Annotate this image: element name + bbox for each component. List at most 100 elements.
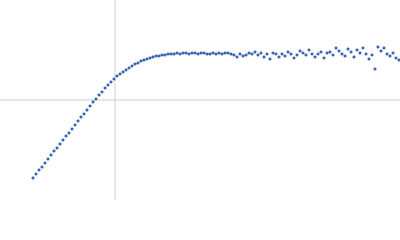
- data-point: [160, 53, 164, 57]
- data-point: [364, 52, 368, 56]
- data-point: [226, 51, 230, 55]
- data-point: [106, 83, 110, 87]
- data-point: [235, 55, 239, 59]
- data-point: [262, 55, 266, 59]
- data-point: [316, 52, 320, 56]
- data-point: [163, 53, 167, 57]
- data-point: [70, 127, 74, 131]
- data-point: [73, 123, 77, 127]
- data-point: [313, 55, 317, 59]
- data-point: [37, 168, 41, 172]
- data-point: [88, 104, 92, 108]
- data-point: [268, 57, 272, 61]
- data-point: [52, 149, 56, 153]
- data-point: [280, 52, 284, 56]
- data-point: [241, 54, 245, 58]
- data-point: [175, 51, 179, 55]
- data-point: [247, 51, 251, 55]
- data-point: [232, 53, 236, 57]
- data-point: [223, 51, 227, 55]
- data-point: [91, 100, 95, 104]
- data-point: [196, 52, 200, 56]
- chart: [0, 0, 400, 200]
- data-point: [292, 56, 296, 60]
- data-point: [394, 56, 398, 60]
- data-point: [352, 55, 356, 59]
- data-point: [112, 77, 116, 81]
- data-point: [298, 49, 302, 53]
- data-point: [256, 53, 260, 57]
- data-point: [121, 70, 125, 74]
- data-point: [310, 52, 314, 56]
- data-point: [136, 61, 140, 65]
- data-point: [379, 49, 383, 53]
- data-point: [220, 52, 224, 56]
- data-point: [301, 51, 305, 55]
- data-point: [130, 64, 134, 68]
- data-point: [343, 54, 347, 58]
- data-point: [250, 52, 254, 56]
- data-point: [238, 52, 242, 56]
- data-point: [118, 72, 122, 76]
- data-point: [271, 51, 275, 55]
- data-point: [49, 153, 53, 157]
- data-point: [259, 51, 263, 55]
- data-point: [382, 46, 386, 50]
- data-point: [34, 172, 38, 176]
- data-point: [253, 50, 257, 54]
- data-point: [295, 53, 299, 57]
- data-point: [202, 51, 206, 55]
- data-point: [337, 49, 341, 53]
- data-point: [115, 74, 119, 78]
- data-point: [190, 51, 194, 55]
- data-point: [355, 48, 359, 52]
- data-point: [286, 50, 290, 54]
- data-point: [193, 51, 197, 55]
- data-point: [43, 161, 47, 165]
- data-point: [76, 119, 80, 123]
- data-point: [109, 80, 113, 84]
- data-point: [178, 52, 182, 56]
- data-point: [208, 52, 212, 56]
- data-point: [40, 165, 44, 169]
- data-point: [340, 52, 344, 56]
- data-point: [82, 112, 86, 116]
- data-point: [388, 54, 392, 58]
- data-point: [334, 46, 338, 50]
- data-point: [127, 66, 131, 70]
- data-point: [346, 47, 350, 51]
- data-point: [103, 86, 107, 90]
- data-point: [205, 52, 209, 56]
- data-point: [184, 51, 188, 55]
- data-point: [145, 57, 149, 61]
- data-point: [64, 134, 68, 138]
- data-point: [85, 108, 89, 112]
- data-point: [331, 53, 335, 57]
- data-point: [367, 57, 371, 61]
- data-point: [79, 115, 83, 119]
- data-point: [322, 56, 326, 60]
- data-point: [214, 52, 218, 56]
- data-point: [277, 55, 281, 59]
- data-point: [142, 58, 146, 62]
- data-point: [349, 50, 353, 54]
- data-point: [157, 54, 161, 58]
- data-point: [148, 56, 152, 60]
- data-point: [124, 68, 128, 72]
- data-point: [361, 46, 365, 50]
- data-point: [328, 50, 332, 54]
- data-point: [217, 51, 221, 55]
- data-point: [304, 53, 308, 57]
- data-point: [370, 53, 374, 57]
- data-point: [151, 55, 155, 59]
- data-point: [166, 52, 170, 56]
- data-point: [307, 48, 311, 52]
- data-point: [265, 52, 269, 56]
- data-point: [319, 50, 323, 54]
- data-point: [61, 138, 65, 142]
- data-point: [97, 93, 101, 97]
- data-point: [211, 51, 215, 55]
- data-point: [100, 90, 104, 94]
- data-point: [46, 157, 50, 161]
- data-point: [244, 53, 248, 57]
